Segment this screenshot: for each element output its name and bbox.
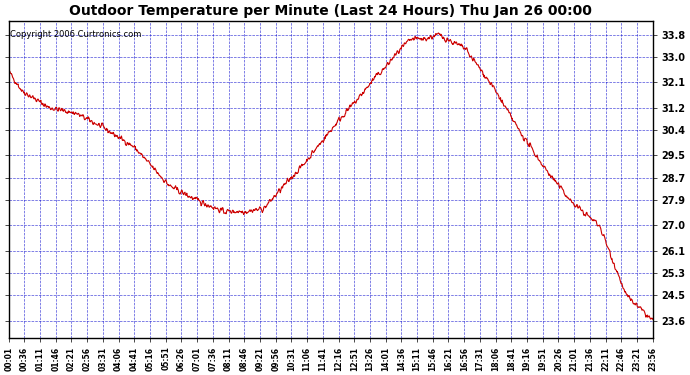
Text: Copyright 2006 Curtronics.com: Copyright 2006 Curtronics.com	[10, 30, 141, 39]
Title: Outdoor Temperature per Minute (Last 24 Hours) Thu Jan 26 00:00: Outdoor Temperature per Minute (Last 24 …	[69, 4, 592, 18]
